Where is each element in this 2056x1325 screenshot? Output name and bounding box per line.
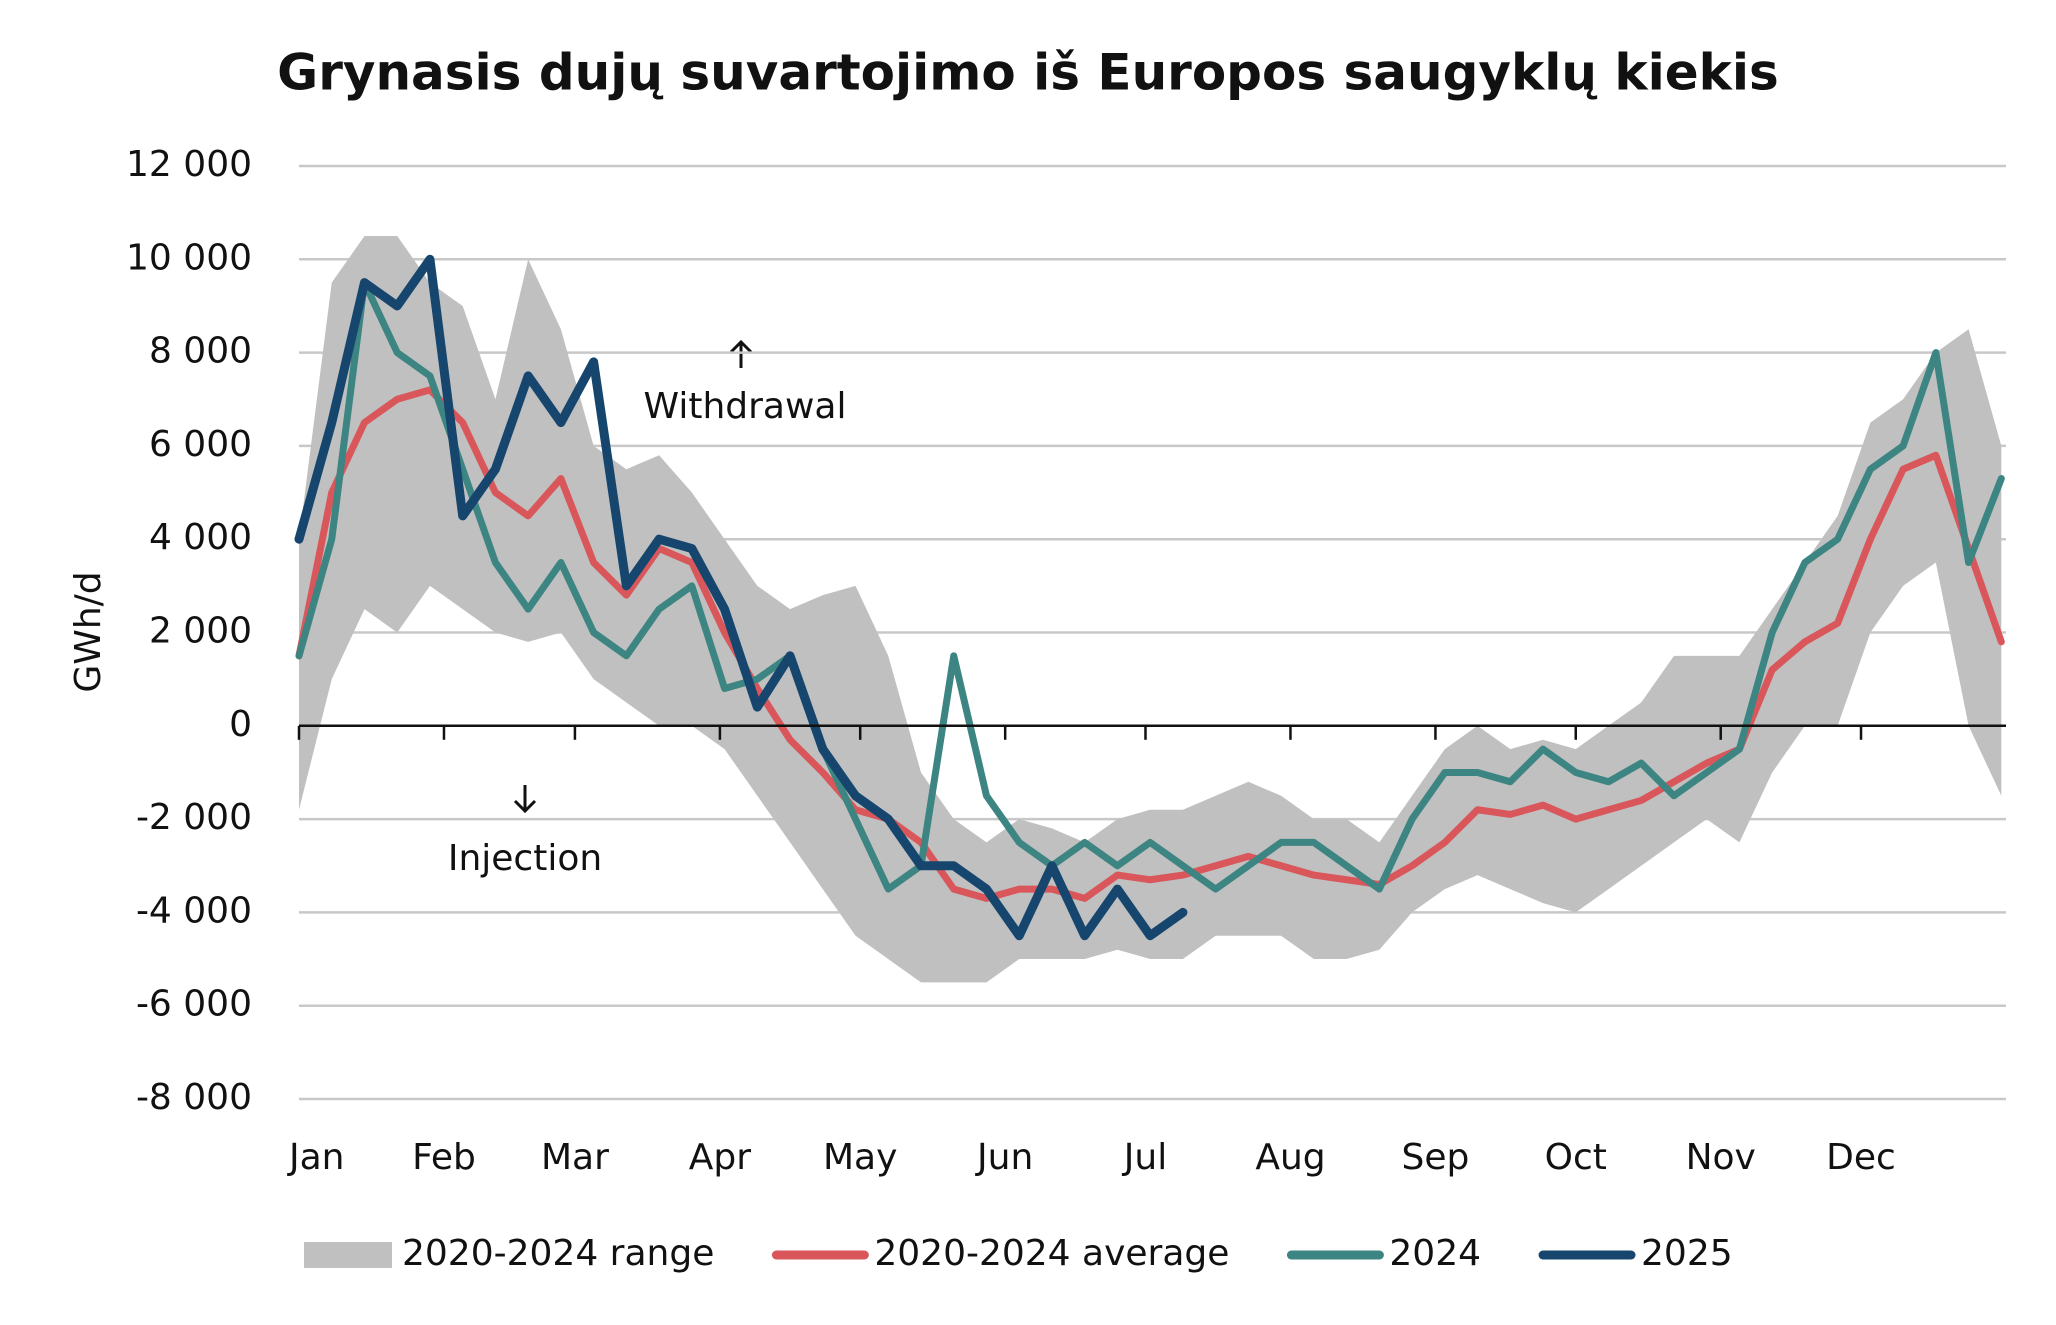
x-tick-label: Jan [287,1137,345,1178]
y-axis-label: GWh/d [68,571,109,692]
legend-label: 2025 [1641,1233,1733,1274]
series-line [294,254,1188,941]
y-tick-label: 8 000 [149,331,252,372]
x-tick-label: Aug [1255,1137,1325,1178]
range-band [299,235,2002,983]
y-tick-label: 2 000 [149,611,252,652]
x-tick-label: Jun [975,1137,1033,1178]
legend-label: 2020-2024 average [874,1233,1229,1274]
legend-swatch [304,1242,392,1268]
y-tick-label: 10 000 [126,237,252,278]
withdrawal-arrow [729,339,753,368]
y-tick-label: 12 000 [126,144,252,185]
y-tick-label: -2 000 [136,797,252,838]
x-tick-label: Sep [1402,1137,1470,1178]
plot [294,235,2005,983]
y-tick-label: 4 000 [149,517,252,558]
y-tick-label: 6 000 [149,424,252,465]
legend-label: 2024 [1389,1233,1481,1274]
x-tick-label: Dec [1826,1137,1896,1178]
x-tick-label: Oct [1545,1137,1607,1178]
y-tick-label: 0 [229,704,252,745]
chart-title: Grynasis dujų suvartojimo iš Europos sau… [277,44,1779,102]
x-tick-label: Mar [541,1137,609,1178]
injection-arrow [513,785,537,814]
x-tick-label: May [823,1137,897,1178]
x-tick-label: Nov [1686,1137,1756,1178]
legend-label: 2020-2024 range [402,1233,714,1274]
x-tick-label: Feb [412,1137,476,1178]
annotation: Withdrawal [644,386,847,427]
annotation: Injection [448,838,602,879]
series-line [295,386,2005,902]
x-tick-label: Apr [689,1137,751,1178]
y-tick-label: -6 000 [136,984,252,1025]
y-tick-label: -8 000 [136,1077,252,1118]
y-tick-label: -4 000 [136,890,252,931]
x-tick-label: Jul [1122,1137,1167,1178]
series-line [295,279,2005,893]
